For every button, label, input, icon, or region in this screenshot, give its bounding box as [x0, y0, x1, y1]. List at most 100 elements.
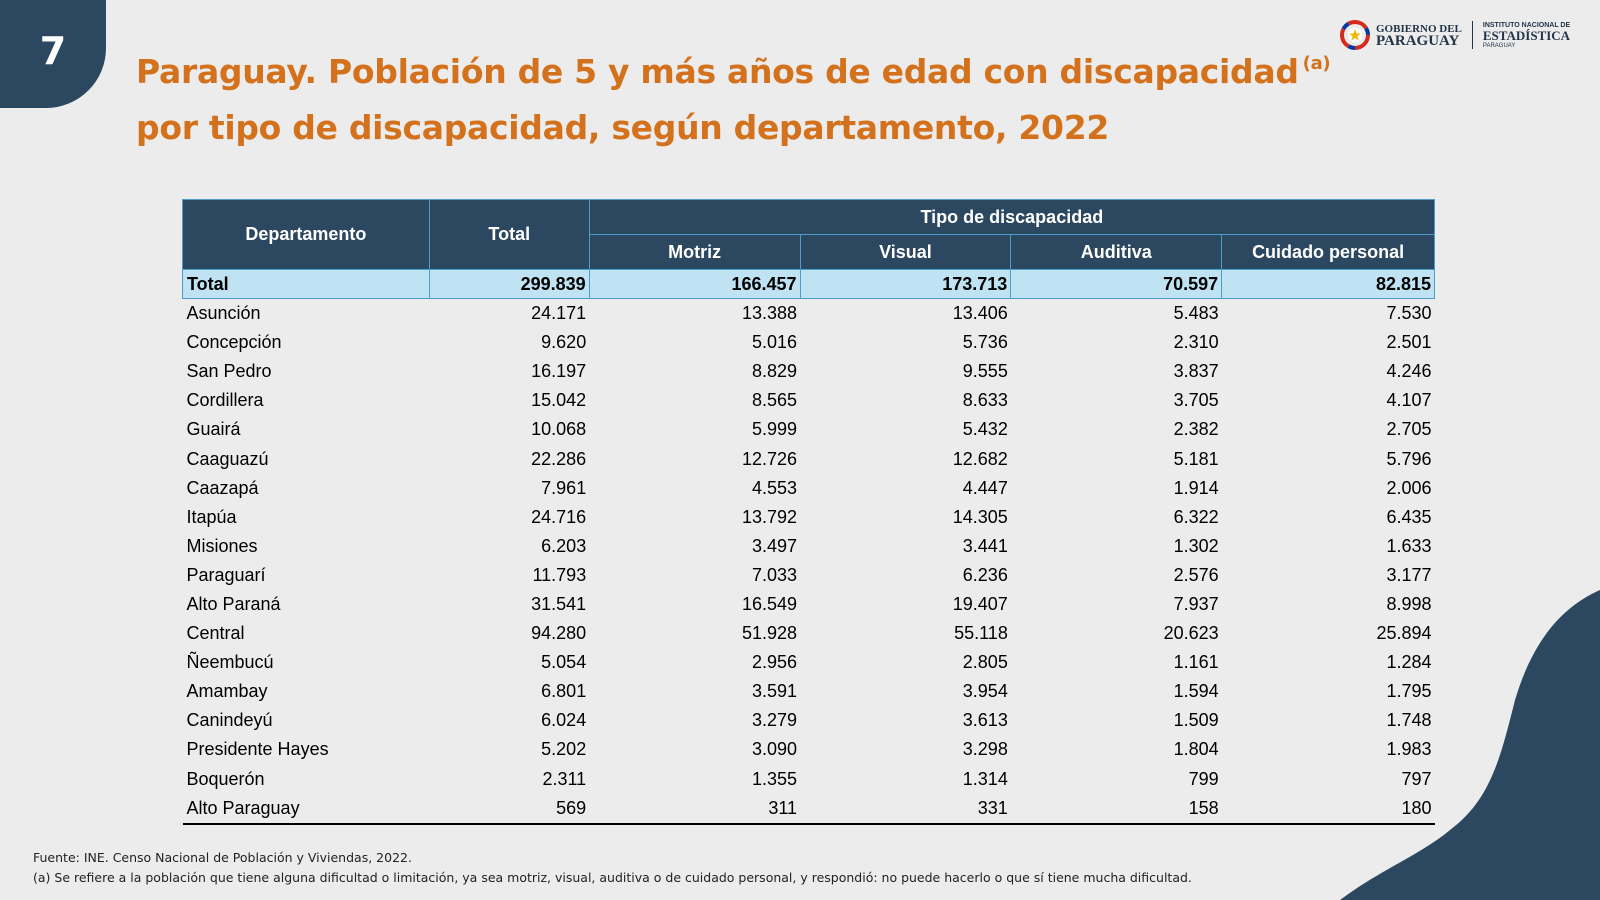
table-row: Ñeembucú 5.054 2.956 2.805 1.161 1.284: [183, 648, 1435, 677]
table-row: Boquerón 2.311 1.355 1.314 799 797: [183, 765, 1435, 794]
title-note-marker: (a): [1302, 53, 1331, 74]
header-auditiva: Auditiva: [1010, 234, 1223, 270]
decorative-blob: [1340, 590, 1600, 900]
cell-motriz: 5.999: [751, 419, 798, 440]
source-note: Fuente: INE. Censo Nacional de Población…: [33, 850, 412, 865]
cell-visual: 3.298: [962, 739, 1008, 760]
cell-auditiva: 158: [1010, 793, 1222, 825]
cell-visual: 3.613: [962, 710, 1008, 731]
footer-notes: Fuente: INE. Censo Nacional de Población…: [33, 848, 1192, 888]
table-row: Itapúa 24.716 13.792 14.305 6.322 6.435: [183, 503, 1435, 532]
cell-auditiva: 6.322: [1173, 506, 1219, 527]
cell-visual: 4.447: [962, 477, 1008, 498]
cell-auditiva: 3.837: [1173, 361, 1219, 382]
cell-visual: 12.682: [952, 448, 1008, 469]
table-row: Alto Paraná 31.541 16.549 19.407 7.937 8.998: [183, 590, 1435, 619]
cell-visual: 3.954: [962, 681, 1008, 702]
cell-auditiva: 3.705: [1173, 390, 1219, 411]
cell-motriz: 1.355: [751, 768, 798, 789]
header-cuidado: Cuidado personal: [1221, 234, 1435, 270]
cell-total: 22.286: [531, 448, 587, 469]
total-row-visual: 173.713: [799, 269, 1012, 299]
table-row: Canindeyú 6.024 3.279 3.613 1.509 1.748: [183, 706, 1435, 735]
gobierno-line-1: GOBIERNO DEL: [1376, 23, 1462, 35]
gobierno-line-2: PARAGUAY: [1376, 33, 1460, 49]
cell-motriz: 5.016: [751, 332, 798, 353]
cell-cuidado: 1.633: [1386, 535, 1432, 556]
cell-name: Canindeyú: [186, 710, 273, 731]
cell-visual: 19.407: [952, 593, 1008, 614]
cell-name: Caazapá: [186, 477, 259, 498]
cell-motriz: 3.279: [751, 710, 798, 731]
cell-visual: 1.314: [962, 768, 1008, 789]
page-number-badge: 7: [0, 0, 106, 108]
cell-total: 9.620: [541, 332, 587, 353]
page-number: 7: [39, 29, 67, 73]
cell-motriz: 7.033: [751, 564, 798, 585]
cell-auditiva: 1.594: [1173, 681, 1219, 702]
cell-cuidado: 3.177: [1386, 564, 1432, 585]
cell-name: San Pedro: [186, 361, 272, 382]
cell-cuidado: 25.894: [1376, 623, 1432, 644]
ine-line-3: PARAGUAY: [1482, 42, 1516, 49]
cell-total: 94.280: [531, 623, 587, 644]
cell-auditiva: 5.181: [1173, 448, 1219, 469]
cell-name: Presidente Hayes: [186, 739, 329, 760]
table-row: Cordillera 15.042 8.565 8.633 3.705 4.107: [183, 386, 1435, 415]
cell-motriz: 51.928: [741, 623, 798, 644]
cell-cuidado: 797: [1401, 768, 1432, 789]
cell-visual: 331: [800, 793, 1011, 825]
cell-motriz: 13.388: [741, 303, 798, 324]
cell-cuidado: 2.501: [1386, 332, 1432, 353]
cell-visual: 5.432: [962, 419, 1008, 440]
cell-auditiva: 2.576: [1173, 564, 1219, 585]
cell-motriz: 8.565: [751, 390, 798, 411]
total-row-total: 299.839: [428, 269, 590, 299]
table-row: Paraguarí 11.793 7.033 6.236 2.576 3.177: [183, 561, 1435, 590]
cell-name: Ñeembucú: [186, 652, 274, 673]
cell-total: 5.202: [541, 739, 587, 760]
title-line-1: Paraguay. Población de 5 y más años de e…: [136, 36, 1336, 100]
cell-total: 16.197: [531, 361, 587, 382]
cell-cuidado: 1.795: [1386, 681, 1432, 702]
cell-visual: 14.305: [952, 506, 1008, 527]
cell-total: 10.068: [531, 419, 587, 440]
header-visual: Visual: [799, 234, 1012, 270]
cell-total: 15.042: [531, 390, 587, 411]
cell-name: Boquerón: [186, 768, 265, 789]
cell-visual: 3.441: [962, 535, 1008, 556]
cell-name: Itapúa: [186, 506, 237, 527]
cell-name: Paraguarí: [186, 564, 266, 585]
cell-name: Alto Paraná: [186, 593, 281, 614]
total-row-cuidado: 82.815: [1221, 269, 1435, 299]
table-row: Caazapá 7.961 4.553 4.447 1.914 2.006: [183, 474, 1435, 503]
table-row: Guairá 10.068 5.999 5.432 2.382 2.705: [183, 415, 1435, 444]
total-row-motriz: 166.457: [588, 269, 801, 299]
cell-motriz: 3.591: [751, 681, 798, 702]
gobierno-wordmark: GOBIERNO DEL PARAGUAY: [1376, 23, 1462, 49]
cell-total: 2.311: [542, 768, 587, 789]
cell-auditiva: 1.804: [1173, 739, 1219, 760]
ine-line-1: INSTITUTO NACIONAL DE: [1482, 21, 1571, 29]
cell-name: Alto Paraguay: [182, 793, 430, 825]
cell-motriz: 16.549: [741, 593, 798, 614]
cell-cuidado: 2.705: [1386, 419, 1432, 440]
total-row-auditiva: 70.597: [1010, 269, 1223, 299]
cell-total: 7.961: [541, 477, 587, 498]
cell-name: Caaguazú: [186, 448, 269, 469]
cell-auditiva: 1.161: [1173, 652, 1219, 673]
table-row: Misiones 6.203 3.497 3.441 1.302 1.633: [183, 532, 1435, 561]
cell-name: Cordillera: [186, 390, 264, 411]
cell-auditiva: 1.509: [1173, 710, 1219, 731]
cell-name: Concepción: [186, 332, 282, 353]
cell-cuidado: 8.998: [1386, 593, 1432, 614]
cell-auditiva: 1.302: [1173, 535, 1219, 556]
total-row-name: Total: [182, 269, 430, 299]
ine-wordmark: INSTITUTO NACIONAL DE ESTADÍSTICA PARAGU…: [1483, 22, 1570, 49]
cell-motriz: 13.792: [741, 506, 798, 527]
title-line-2: por tipo de discapacidad, según departam…: [136, 108, 1110, 147]
cell-motriz: 311: [589, 793, 801, 825]
table-row: Alto Paraguay 569 311 331 158 180: [182, 793, 1435, 825]
cell-total: 5.054: [541, 652, 587, 673]
cell-total: 6.024: [541, 710, 587, 731]
